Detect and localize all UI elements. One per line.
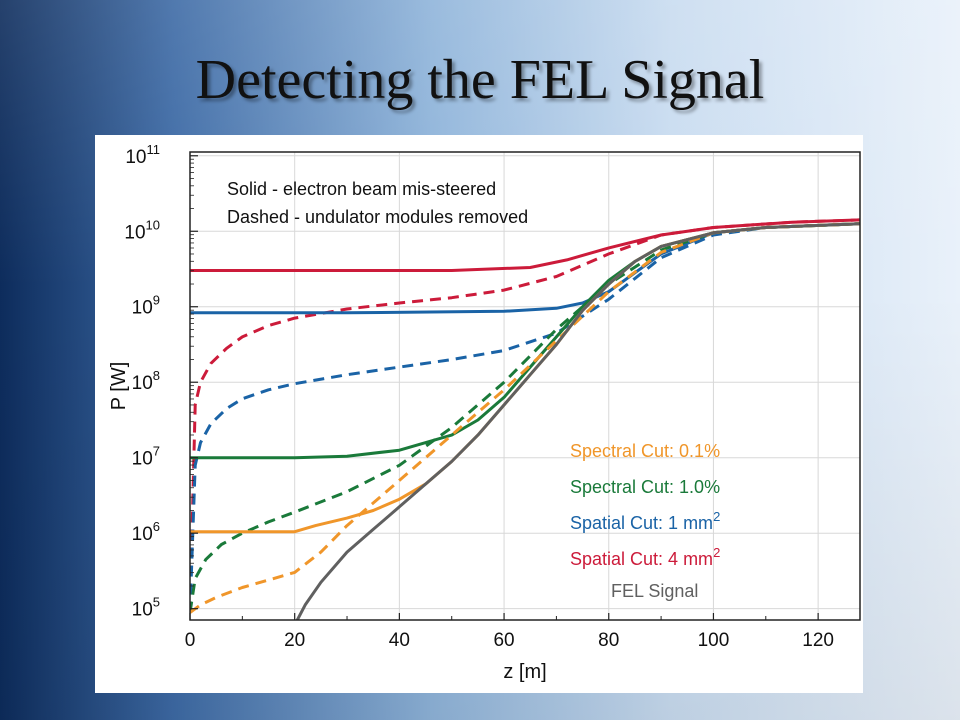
series-line-dashed [190, 222, 860, 613]
legend: Spectral Cut: 0.1% Spectral Cut: 1.0% Spat… [570, 441, 720, 601]
series-line-solid [190, 222, 860, 460]
y-tick-label: 1010 [124, 217, 160, 243]
y-tick-label: 107 [132, 444, 160, 470]
y-axis-label: P [W] [108, 362, 130, 411]
y-tick-exponent: 8 [153, 368, 160, 383]
x-tick-label: 40 [389, 630, 410, 651]
legend-superscript: 2 [713, 545, 720, 560]
series-lines [190, 218, 860, 620]
legend-item: FEL Signal [611, 581, 698, 601]
y-tick-exponent: 6 [153, 519, 160, 534]
slide-title: Detecting the FEL Signal [195, 49, 765, 111]
y-tick-label: 109 [132, 293, 160, 319]
x-tick-label: 100 [698, 630, 730, 651]
x-tick-label: 60 [493, 630, 514, 651]
x-axis-label: z [m] [503, 661, 546, 683]
legend-label: FEL Signal [611, 581, 698, 601]
y-tick-exponent: 11 [147, 142, 161, 157]
chart-panel: 0 20 40 60 80 100 120 105 106 107 108 109 1010 1011 z… [95, 135, 863, 693]
y-tick-exponent: 10 [146, 217, 160, 232]
y-tick-label: 108 [132, 368, 160, 394]
y-tick-label: 1011 [125, 142, 160, 168]
legend-label: Spectral Cut: 0.1% [570, 441, 720, 461]
x-tick-label: 20 [284, 630, 305, 651]
annotation-dashed: Dashed - undulator modules removed [227, 207, 528, 227]
x-tick-label: 120 [802, 630, 834, 651]
legend-item: Spatial Cut: 4 mm2 [570, 545, 720, 569]
legend-label: Spatial Cut: 1 mm [570, 513, 713, 533]
series-line-dashed [190, 222, 860, 613]
annotation-solid: Solid - electron beam mis-steered [227, 179, 496, 199]
series-line-solid [295, 222, 860, 620]
y-tick-exponent: 9 [153, 293, 160, 308]
y-tick-label: 106 [132, 519, 160, 545]
y-tick-label: 105 [132, 595, 160, 621]
y-tick-exponent: 7 [153, 444, 160, 459]
legend-label: Spectral Cut: 1.0% [570, 477, 720, 497]
axis-ticks [189, 155, 819, 620]
legend-superscript: 2 [713, 509, 720, 524]
legend-label: Spatial Cut: 4 mm [570, 549, 713, 569]
y-tick-exponent: 5 [153, 595, 160, 610]
x-tick-label: 0 [185, 630, 196, 651]
series-line-dashed [190, 222, 860, 614]
series-line-dashed [190, 218, 860, 613]
x-tick-label: 80 [598, 630, 619, 651]
legend-item: Spectral Cut: 0.1% [570, 441, 720, 461]
legend-item: Spectral Cut: 1.0% [570, 477, 720, 497]
legend-item: Spatial Cut: 1 mm2 [570, 509, 720, 533]
